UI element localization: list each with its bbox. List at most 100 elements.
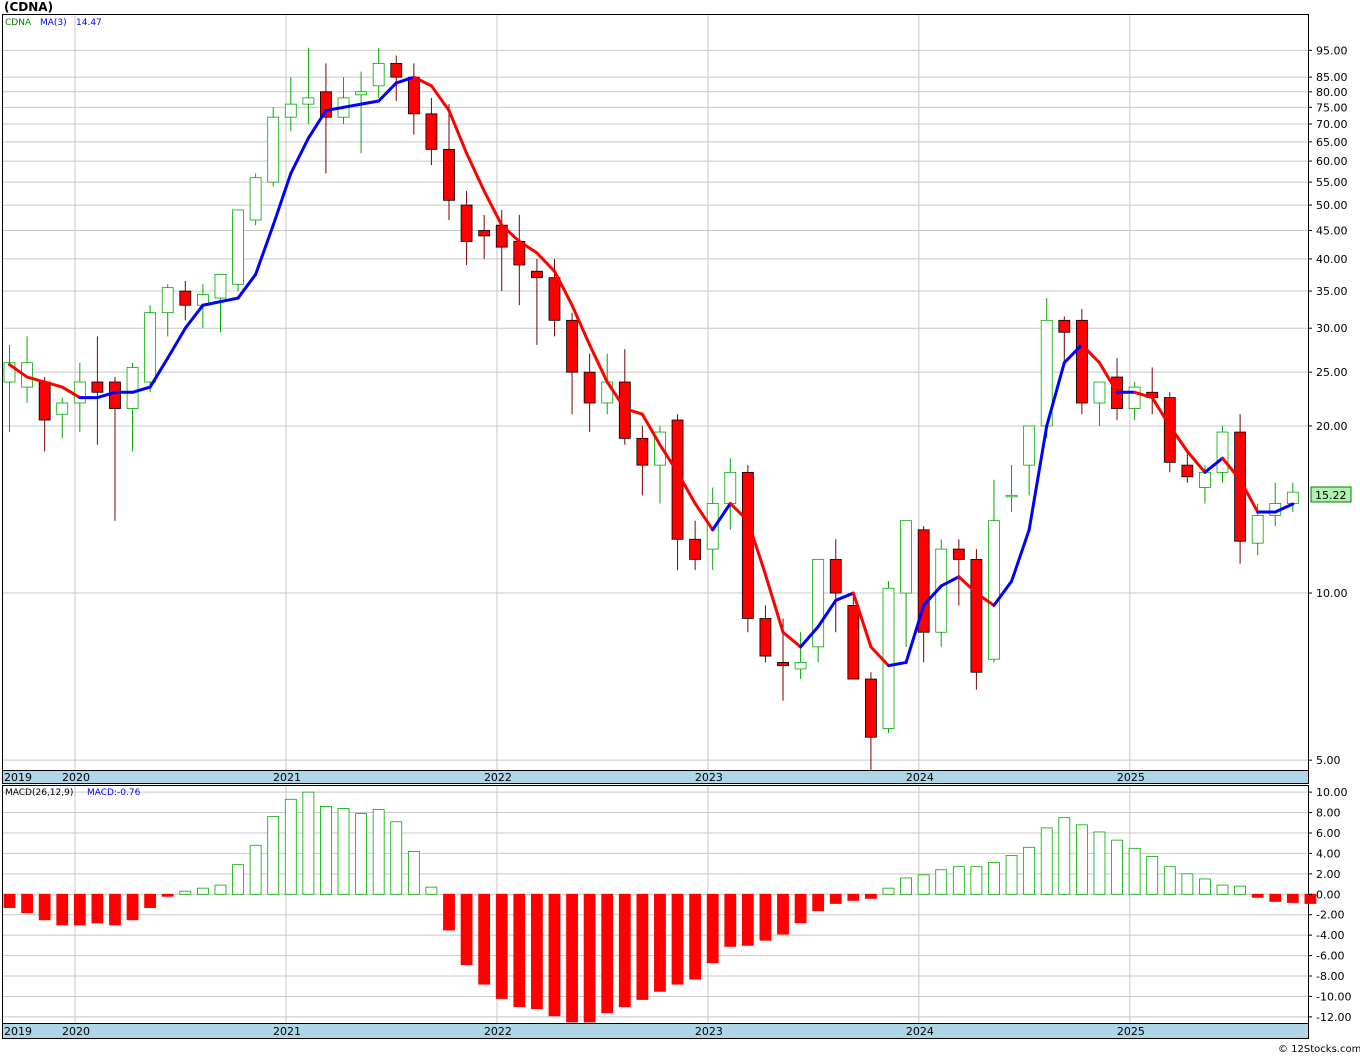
macd-bar [1304,893,1317,904]
candle-body [917,529,930,633]
ma3-segment [693,501,715,532]
macd-bar [109,893,121,926]
price-tick-label: 5.00 [1316,754,1341,767]
candle-body [952,548,965,560]
ma3-segment [535,251,556,273]
macd-bar [900,877,912,895]
price-y-axis: 95.00 85.00 80.00 75.00 70.00 65.00 60.00 55.00… [1308,44,1348,767]
candle-body [724,471,737,504]
macd-bar [531,893,543,1010]
candle-body [829,558,842,594]
macd-bar [495,893,508,999]
ma3-segment [1133,390,1154,400]
macd-bar [126,893,139,921]
ma3-segment [834,591,855,602]
macd-bar [337,808,350,895]
candle-body [1181,464,1194,478]
chart-title: (CDNA) [4,0,53,14]
ma3-segment [974,591,996,607]
price-tick-label: 10.00 [1316,587,1348,600]
year-label: 2023 [695,1025,723,1038]
ma3-segment [500,223,521,243]
candle-body [654,431,666,466]
ma3-segment [763,573,785,634]
candle-body [865,678,877,738]
candle-body [1251,515,1264,544]
ma3-segment [201,300,222,307]
macd-bar [741,893,754,946]
candle-body [1128,386,1141,409]
year-label: 2022 [484,1025,512,1038]
macd-bar [1199,878,1211,895]
macd-bar [91,893,104,924]
price-tick-label: 60.00 [1316,155,1348,168]
ma3-segment [658,443,680,474]
ma3-segment [676,470,697,505]
candle-body [390,62,403,78]
candle-body [566,319,578,373]
legend-symbol: CDNA [5,18,32,28]
ma3-segment [218,296,240,304]
ma3-segment [816,598,838,629]
macd-bar [636,893,649,1000]
macd-x-axis-band [2,1023,1309,1039]
macd-tick-label: -6.00 [1316,950,1344,963]
macd-bar [232,864,244,895]
ma3-segment [517,239,539,255]
ma3-segment [1150,396,1172,428]
ma3-segment [1221,456,1242,482]
ma3-line [8,75,1295,668]
macd-bar [443,893,455,931]
ma3-segment [166,326,187,360]
candle-body [284,103,297,118]
year-label: 2025 [1117,1025,1145,1038]
ma3-segment [1238,478,1260,514]
ma3-segment [254,223,275,276]
candle-body [706,503,719,550]
ma3-segment [799,625,820,649]
year-label: 2020 [62,1025,90,1038]
macd-bar [812,893,825,912]
candle-body [425,113,438,150]
candlestick-series [3,47,1299,770]
ma3-segment [1080,343,1101,365]
macd-bar [882,887,895,895]
price-tick-label: 45.00 [1316,224,1348,237]
macd-bar [302,791,315,895]
price-tick-label: 30.00 [1316,322,1348,335]
ma3-segment [324,105,346,113]
year-label: 2020 [62,771,90,784]
ma3-segment [43,380,64,389]
candle-body [443,148,455,201]
year-label: 2022 [484,771,512,784]
candle-body [161,287,174,314]
price-tick-label: 75.00 [1316,101,1348,114]
ma3-segment [992,579,1014,607]
macd-bar [267,816,280,895]
macd-tick-label: -12.00 [1316,1011,1351,1024]
macd-bar [425,886,438,895]
macd-bar [372,809,385,895]
macd-bar [917,874,930,895]
year-label: 2024 [906,1025,934,1038]
macd-bar [1181,873,1194,895]
macd-bar [706,893,719,964]
year-label: 2019 [4,771,32,784]
macd-tick-label: 6.00 [1316,827,1341,840]
macd-y-axis: 10.00 8.00 6.00 4.00 2.00 0.00 -2.00 -4.00 -6.00… [1308,786,1351,1024]
price-tick-label: 20.00 [1316,420,1348,433]
ma3-segment [412,75,433,88]
macd-bar [249,844,262,895]
candle-body [214,274,227,299]
ma3-segment [869,645,890,668]
candle-body [249,177,262,221]
ma3-segment [570,303,592,347]
price-tick-label: 95.00 [1316,44,1348,57]
candle-body [970,558,983,673]
macd-bar [601,893,614,1014]
macd-bar [759,893,772,941]
price-tick-label: 50.00 [1316,199,1348,212]
candle-body [1286,491,1299,504]
macd-bar [1093,831,1106,895]
macd-bar [952,866,965,895]
